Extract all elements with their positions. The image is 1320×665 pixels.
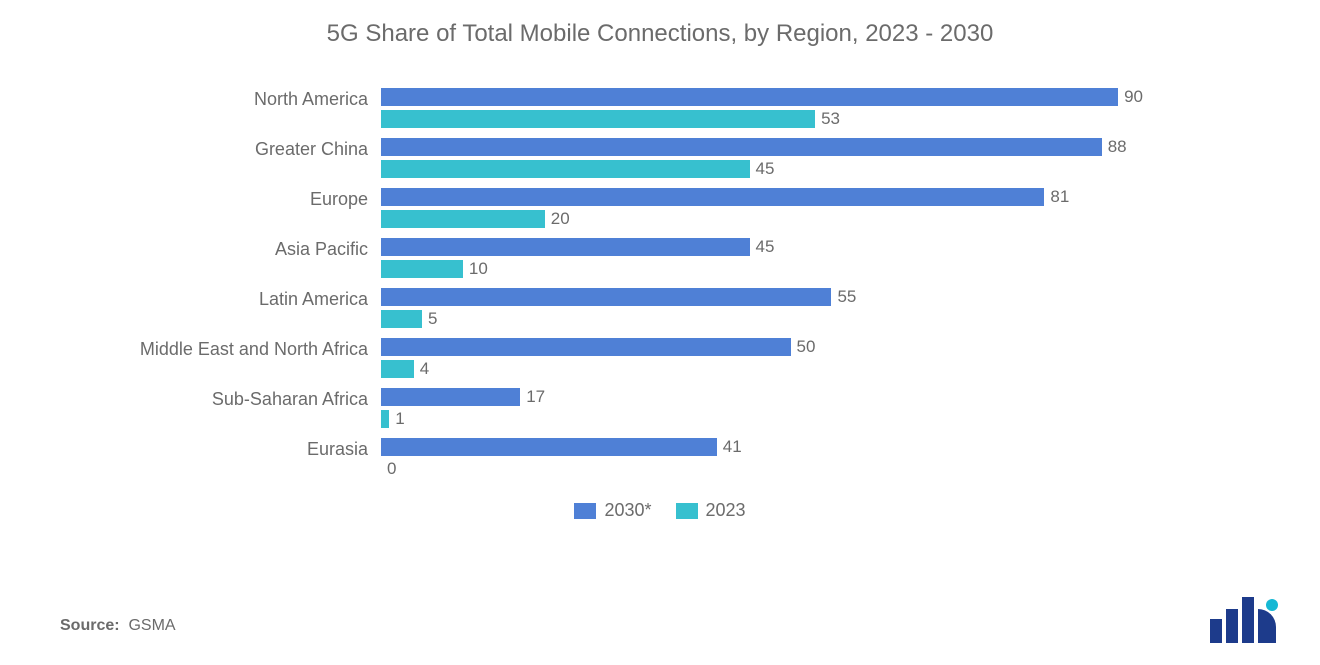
bar-value-label: 4 bbox=[414, 359, 429, 379]
bar-value-label: 55 bbox=[831, 287, 856, 307]
bar: 88 bbox=[381, 138, 1102, 156]
legend-item: 2030* bbox=[574, 500, 651, 521]
bar-row: 45 bbox=[40, 160, 1200, 182]
legend-swatch bbox=[574, 503, 596, 519]
bar-value-label: 88 bbox=[1102, 137, 1127, 157]
bar-value-label: 50 bbox=[791, 337, 816, 357]
bar-track: 41 bbox=[380, 438, 1200, 460]
legend-label: 2030* bbox=[604, 500, 651, 521]
bar-track: 53 bbox=[380, 110, 1200, 132]
bar-row: North America90 bbox=[40, 88, 1200, 110]
logo-bar-3 bbox=[1242, 597, 1254, 643]
bar-row: 5 bbox=[40, 310, 1200, 332]
category-label: Europe bbox=[40, 189, 380, 210]
bar-row: Sub-Saharan Africa17 bbox=[40, 388, 1200, 410]
bar-track: 20 bbox=[380, 210, 1200, 232]
logo-arc bbox=[1258, 609, 1276, 643]
legend-label: 2023 bbox=[706, 500, 746, 521]
bar-group: Asia Pacific4510 bbox=[40, 238, 1200, 282]
legend-swatch bbox=[676, 503, 698, 519]
bar: 53 bbox=[381, 110, 815, 128]
bar-value-label: 90 bbox=[1118, 87, 1143, 107]
bar-value-label: 0 bbox=[381, 459, 396, 479]
category-label: Eurasia bbox=[40, 439, 380, 460]
legend-item: 2023 bbox=[676, 500, 746, 521]
bar-value-label: 45 bbox=[750, 159, 775, 179]
bar: 90 bbox=[381, 88, 1118, 106]
bar-row: 20 bbox=[40, 210, 1200, 232]
source-prefix: Source: bbox=[60, 617, 120, 634]
bar: 1 bbox=[381, 410, 389, 428]
category-label: Asia Pacific bbox=[40, 239, 380, 260]
bar-track: 10 bbox=[380, 260, 1200, 282]
bar-row: Latin America55 bbox=[40, 288, 1200, 310]
bar: 55 bbox=[381, 288, 831, 306]
bar-chart: North America9053Greater China8845Europe… bbox=[40, 88, 1280, 482]
logo-bar-1 bbox=[1210, 619, 1222, 643]
bar-group: Greater China8845 bbox=[40, 138, 1200, 182]
category-label: Greater China bbox=[40, 139, 380, 160]
logo-bar-2 bbox=[1226, 609, 1238, 643]
bar-track: 4 bbox=[380, 360, 1200, 382]
bar: 50 bbox=[381, 338, 791, 356]
bar-track: 55 bbox=[380, 288, 1200, 310]
bar-row: 10 bbox=[40, 260, 1200, 282]
chart-legend: 2030* 2023 bbox=[40, 500, 1280, 524]
bar-row: 53 bbox=[40, 110, 1200, 132]
category-label: Middle East and North Africa bbox=[40, 339, 380, 360]
bar-value-label: 20 bbox=[545, 209, 570, 229]
bar-group: Eurasia410 bbox=[40, 438, 1200, 482]
bar: 4 bbox=[381, 360, 414, 378]
brand-logo bbox=[1210, 597, 1280, 643]
bar-value-label: 5 bbox=[422, 309, 437, 329]
bar-value-label: 1 bbox=[389, 409, 404, 429]
logo-dot bbox=[1266, 599, 1278, 611]
bar-row: Eurasia41 bbox=[40, 438, 1200, 460]
category-label: North America bbox=[40, 89, 380, 110]
bar-group: Sub-Saharan Africa171 bbox=[40, 388, 1200, 432]
bar-track: 45 bbox=[380, 160, 1200, 182]
bar: 45 bbox=[381, 160, 750, 178]
bar-track: 81 bbox=[380, 188, 1200, 210]
source-text: GSMA bbox=[128, 617, 175, 634]
bar-group: Latin America555 bbox=[40, 288, 1200, 332]
bar-track: 45 bbox=[380, 238, 1200, 260]
bar-value-label: 41 bbox=[717, 437, 742, 457]
bar-track: 88 bbox=[380, 138, 1200, 160]
bar-track: 1 bbox=[380, 410, 1200, 432]
bar: 41 bbox=[381, 438, 717, 456]
bar: 17 bbox=[381, 388, 520, 406]
source-attribution: Source: GSMA bbox=[60, 617, 176, 635]
bar-value-label: 17 bbox=[520, 387, 545, 407]
bar-group: Middle East and North Africa504 bbox=[40, 338, 1200, 382]
bar: 45 bbox=[381, 238, 750, 256]
bar-value-label: 10 bbox=[463, 259, 488, 279]
bar-row: 4 bbox=[40, 360, 1200, 382]
bar-track: 90 bbox=[380, 88, 1200, 110]
bar-row: Asia Pacific45 bbox=[40, 238, 1200, 260]
bar-group: North America9053 bbox=[40, 88, 1200, 132]
bar-track: 5 bbox=[380, 310, 1200, 332]
bar-row: Middle East and North Africa50 bbox=[40, 338, 1200, 360]
bar: 10 bbox=[381, 260, 463, 278]
bar-track: 50 bbox=[380, 338, 1200, 360]
chart-title: 5G Share of Total Mobile Connections, by… bbox=[40, 20, 1280, 48]
category-label: Sub-Saharan Africa bbox=[40, 389, 380, 410]
bar-row: Greater China88 bbox=[40, 138, 1200, 160]
bar-row: 0 bbox=[40, 460, 1200, 482]
bar: 5 bbox=[381, 310, 422, 328]
bar-row: Europe81 bbox=[40, 188, 1200, 210]
bar-value-label: 53 bbox=[815, 109, 840, 129]
bar-row: 1 bbox=[40, 410, 1200, 432]
bar-value-label: 81 bbox=[1044, 187, 1069, 207]
bar-value-label: 45 bbox=[750, 237, 775, 257]
bar: 20 bbox=[381, 210, 545, 228]
bar-track: 0 bbox=[380, 460, 1200, 482]
bar: 81 bbox=[381, 188, 1044, 206]
bar-track: 17 bbox=[380, 388, 1200, 410]
category-label: Latin America bbox=[40, 289, 380, 310]
bar-group: Europe8120 bbox=[40, 188, 1200, 232]
